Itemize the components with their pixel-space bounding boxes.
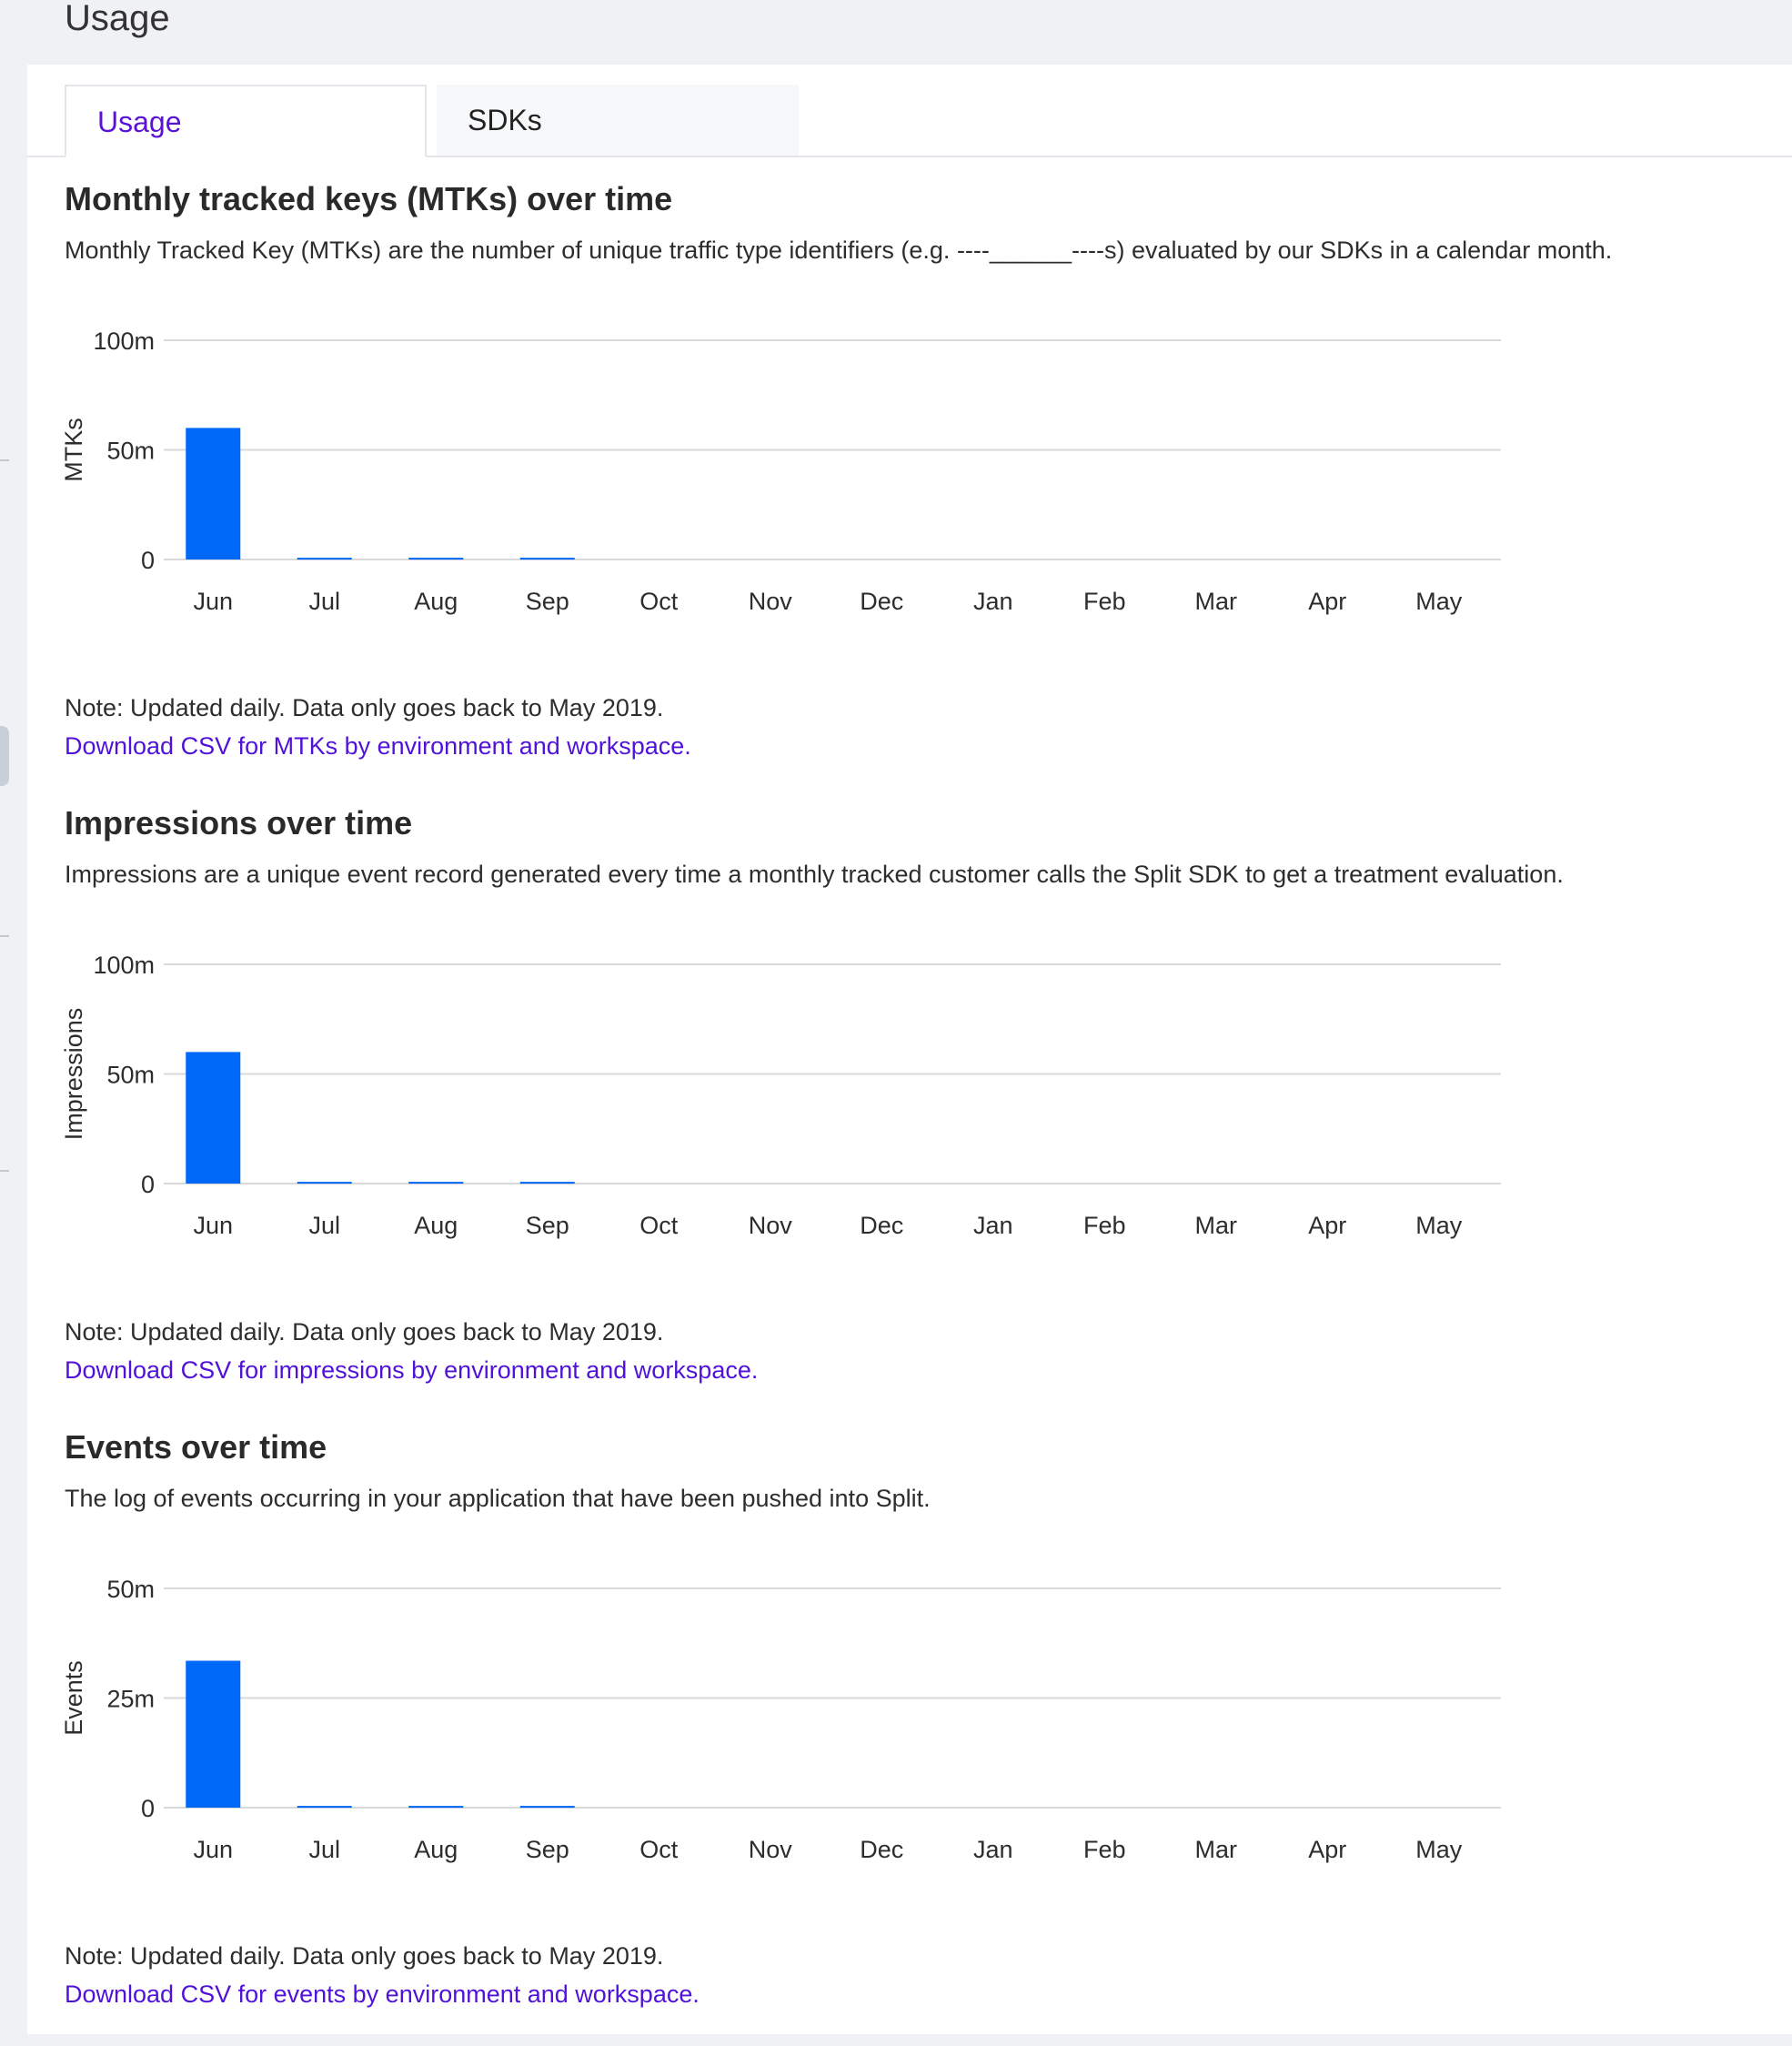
bar-aug: [408, 1182, 464, 1184]
x-tick-label: Aug: [414, 1836, 458, 1863]
bar-jun: [186, 1660, 241, 1808]
tab-usage[interactable]: Usage: [65, 85, 427, 157]
x-tick-label: Sep: [526, 1836, 569, 1863]
tab-bar: Usage SDKs: [27, 85, 1792, 157]
x-tick-label: May: [1415, 588, 1463, 615]
bar-jun: [186, 1052, 241, 1184]
x-tick-label: Jun: [193, 1212, 233, 1239]
x-tick-label: Jul: [308, 588, 340, 615]
x-tick-label: Jun: [193, 588, 233, 615]
y-tick-label: 100m: [93, 328, 155, 355]
x-tick-label: Mar: [1195, 1212, 1238, 1239]
events-section: Events over time The log of events occur…: [60, 1427, 1784, 2046]
x-tick-label: Sep: [526, 588, 569, 615]
x-tick-label: Apr: [1308, 588, 1346, 615]
x-tick-label: Dec: [860, 588, 903, 615]
mtks-bar-chart: 0 50m 100m Jun Jul Aug Sep Oct Nov Dec Jan Feb Mar Ap…: [60, 328, 1501, 615]
bar-jul: [297, 1182, 352, 1184]
x-tick-label: Mar: [1195, 588, 1238, 615]
page-title: Usage: [65, 0, 170, 38]
impressions-bar-chart: 0 50m 100m Jun Jul Aug Sep Oct Nov Dec Jan Feb Mar Ap…: [60, 952, 1501, 1239]
x-tick-label: Oct: [639, 1212, 679, 1239]
bar-aug: [408, 558, 464, 560]
x-tick-label: Apr: [1308, 1836, 1346, 1863]
sidebar-divider: [0, 459, 9, 461]
x-tick-label: Jan: [973, 1836, 1013, 1863]
tab-sdks[interactable]: SDKs: [437, 85, 799, 156]
y-tick-label: 0: [141, 1171, 155, 1198]
download-events-csv-link[interactable]: Download CSV for events by environment a…: [65, 1980, 700, 2008]
section-description: Monthly Tracked Key (MTKs) are the numbe…: [65, 237, 1613, 264]
sidebar-divider: [0, 935, 9, 937]
bar-jun: [186, 428, 241, 559]
section-note: Note: Updated daily. Data only goes back…: [65, 694, 664, 721]
y-axis-label: Impressions: [60, 1008, 87, 1141]
impressions-section: Impressions over time Impressions are a …: [60, 803, 1784, 1422]
section-note: Note: Updated daily. Data only goes back…: [65, 1942, 664, 1970]
x-tick-label: Dec: [860, 1836, 903, 1863]
bar-sep: [519, 558, 575, 560]
download-mtks-csv-link[interactable]: Download CSV for MTKs by environment and…: [65, 732, 691, 760]
x-tick-label: May: [1415, 1212, 1463, 1239]
x-tick-label: Jul: [308, 1836, 340, 1863]
section-description: Impressions are a unique event record ge…: [65, 861, 1564, 888]
x-tick-label: Apr: [1308, 1212, 1346, 1239]
y-axis-label: MTKs: [60, 418, 87, 482]
bar-sep: [519, 1182, 575, 1184]
sidebar-divider: [0, 1170, 9, 1172]
x-tick-label: Jul: [308, 1212, 340, 1239]
x-tick-label: Aug: [414, 1212, 458, 1239]
x-tick-label: Oct: [639, 588, 679, 615]
x-tick-label: Dec: [860, 1212, 903, 1239]
sidebar-scrollbar[interactable]: [0, 726, 9, 786]
section-note: Note: Updated daily. Data only goes back…: [65, 1318, 664, 1346]
y-tick-label: 25m: [106, 1686, 155, 1713]
y-tick-label: 50m: [106, 1576, 155, 1603]
x-tick-label: Nov: [749, 1836, 793, 1863]
y-tick-label: 50m: [106, 438, 155, 465]
x-tick-label: May: [1415, 1836, 1463, 1863]
bar-aug: [408, 1806, 464, 1809]
download-impressions-csv-link[interactable]: Download CSV for impressions by environm…: [65, 1356, 759, 1384]
y-tick-label: 0: [141, 1795, 155, 1822]
x-tick-label: Mar: [1195, 1836, 1238, 1863]
x-tick-label: Feb: [1083, 588, 1126, 615]
x-tick-label: Jan: [973, 1212, 1013, 1239]
x-tick-label: Jan: [973, 588, 1013, 615]
section-title: Impressions over time: [65, 804, 413, 842]
section-title: Events over time: [65, 1428, 327, 1466]
main-panel: [27, 65, 1792, 2034]
y-tick-label: 100m: [93, 952, 155, 979]
mtks-section: Monthly tracked keys (MTKs) over time Mo…: [60, 179, 1784, 798]
bar-jul: [297, 558, 352, 560]
section-description: The log of events occurring in your appl…: [65, 1485, 931, 1512]
x-tick-label: Nov: [749, 588, 793, 615]
y-axis-label: Events: [60, 1660, 87, 1736]
y-tick-label: 50m: [106, 1062, 155, 1089]
y-tick-label: 0: [141, 547, 155, 574]
x-tick-label: Jun: [193, 1836, 233, 1863]
x-tick-label: Oct: [639, 1836, 679, 1863]
x-tick-label: Aug: [414, 588, 458, 615]
bar-jul: [297, 1806, 352, 1809]
x-tick-label: Feb: [1083, 1836, 1126, 1863]
x-tick-label: Sep: [526, 1212, 569, 1239]
events-bar-chart: 0 25m 50m Jun Jul Aug Sep Oct Nov Dec Jan Feb Mar Apr…: [60, 1576, 1501, 1863]
bar-sep: [519, 1806, 575, 1809]
x-tick-label: Feb: [1083, 1212, 1126, 1239]
section-title: Monthly tracked keys (MTKs) over time: [65, 180, 673, 217]
x-tick-label: Nov: [749, 1212, 793, 1239]
